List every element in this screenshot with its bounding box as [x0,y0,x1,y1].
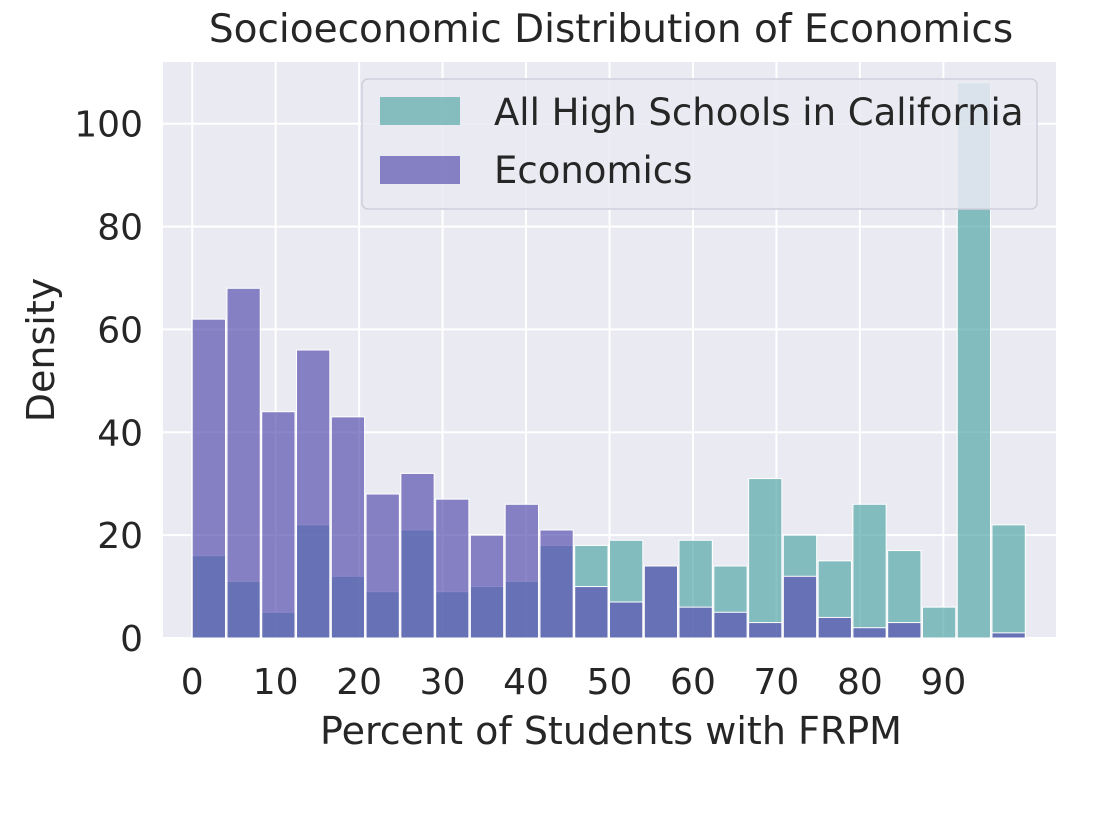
bar-economics [609,601,644,639]
x-tick-label: 0 [181,662,204,703]
x-tick-label: 30 [420,662,466,703]
bar-all-high-schools-in-california [921,606,957,639]
bar-economics [713,611,748,639]
x-tick-label: 90 [920,662,966,703]
bar-economics [400,472,435,639]
x-tick-label: 20 [336,662,382,703]
bar-all-high-schools-in-california [991,524,1026,639]
x-tick-labels: 0 10 20 30 40 50 60 70 80 90 [181,662,966,703]
y-tick-label: 80 [97,208,143,249]
bar-economics [991,632,1026,639]
bar-economics [261,411,296,639]
chart-title: Socioeconomic Distribution of Economics [209,7,1013,52]
bars [191,82,1026,639]
y-axis-label: Density [19,278,63,422]
y-tick-label: 0 [120,619,143,660]
legend-swatch-all-high-schools [380,97,460,125]
y-tick-labels: 0 20 40 60 80 100 [74,105,143,660]
bar-economics [678,606,713,639]
bar-economics [748,622,783,639]
bar-economics [191,318,227,639]
bar-economics [296,349,331,639]
x-tick-label: 40 [503,662,549,703]
legend-swatch-economics [380,156,460,184]
legend-box [361,78,1038,210]
bar-all-high-schools-in-california [852,503,887,639]
legend-label-economics: Economics [494,149,692,192]
bar-economics [504,503,539,639]
bar-economics [852,627,887,639]
y-tick-label: 60 [97,310,143,351]
bar-all-high-schools-in-california [748,478,783,639]
x-tick-label: 60 [670,662,716,703]
bar-economics [330,416,366,639]
legend: All High Schools in California Economics [361,78,1038,210]
x-tick-label: 70 [754,662,800,703]
bar-economics [817,616,852,639]
bar-economics [226,287,261,639]
bar-economics [574,586,609,639]
x-tick-label: 10 [253,662,299,703]
bar-economics [539,529,574,639]
y-tick-label: 100 [74,105,143,146]
bar-economics [887,622,922,639]
x-axis-label: Percent of Students with FRPM [320,709,902,753]
x-tick-label: 80 [837,662,883,703]
y-tick-label: 40 [97,413,143,454]
bar-economics [469,534,505,639]
bar-economics [782,575,818,639]
bar-economics [365,493,400,639]
legend-label-all-high-schools: All High Schools in California [494,91,1024,134]
bar-economics [435,498,470,639]
y-tick-label: 20 [97,516,143,557]
bar-economics [643,565,679,639]
series-economics [191,287,1026,639]
x-tick-label: 50 [587,662,633,703]
